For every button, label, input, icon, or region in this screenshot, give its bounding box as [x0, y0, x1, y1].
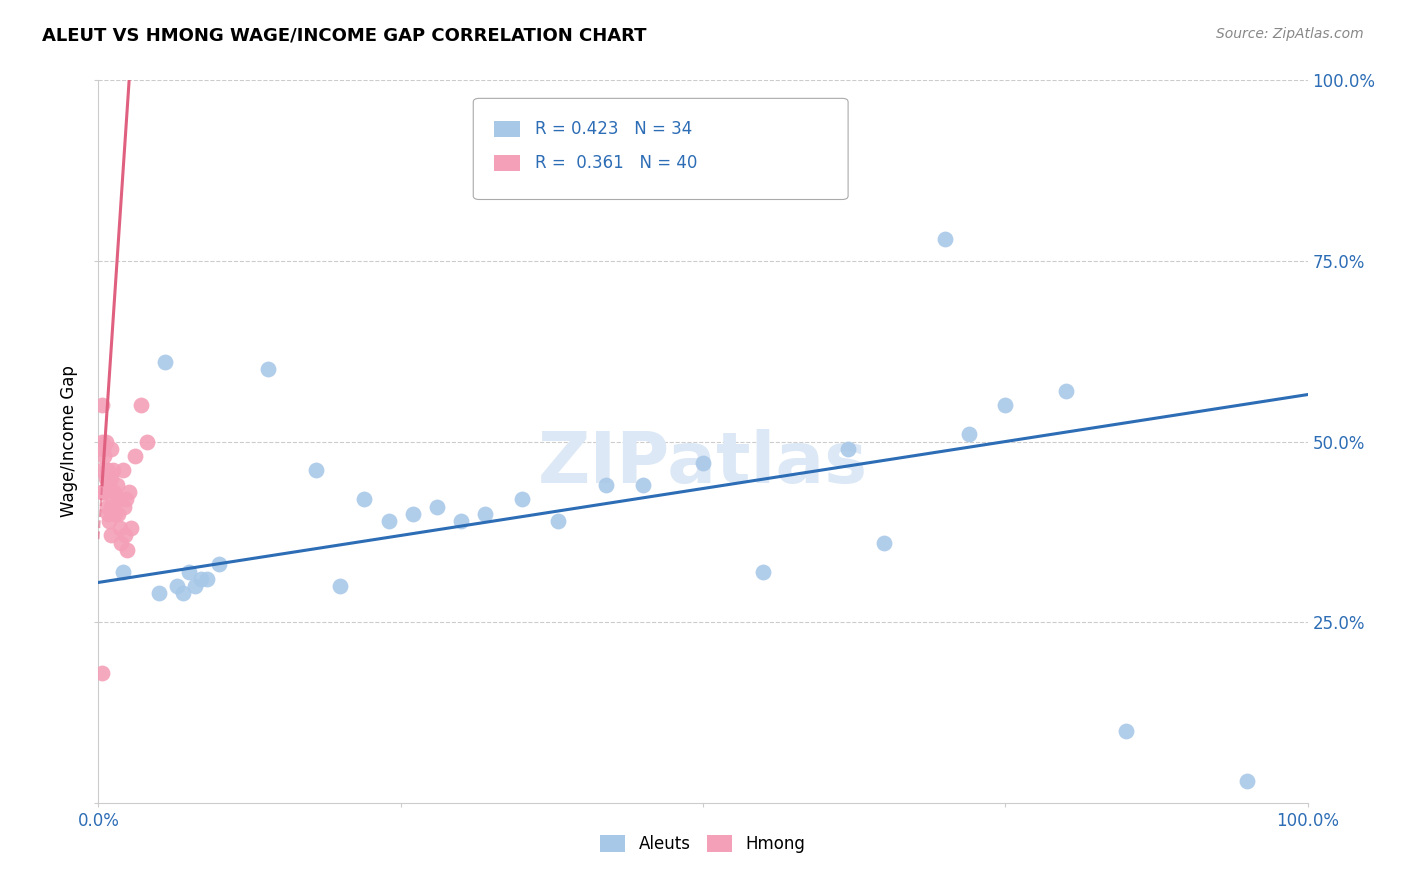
Point	[776, 167, 799, 181]
Point	[91, 434, 114, 449]
Point	[510, 492, 533, 507]
Point	[114, 528, 136, 542]
Point	[115, 492, 138, 507]
Point	[93, 485, 115, 500]
Point	[172, 586, 194, 600]
Point	[752, 565, 775, 579]
FancyBboxPatch shape	[494, 121, 520, 137]
Point	[837, 442, 859, 456]
Point	[1115, 723, 1137, 738]
Point	[474, 507, 496, 521]
Point	[135, 434, 157, 449]
Point	[94, 434, 117, 449]
Point	[101, 463, 124, 477]
Point	[91, 665, 114, 680]
Point	[100, 500, 122, 514]
Point	[148, 586, 170, 600]
Point	[124, 449, 146, 463]
Point	[595, 478, 617, 492]
Point	[256, 362, 278, 376]
Point	[101, 492, 124, 507]
Point	[129, 398, 152, 412]
Point	[110, 535, 132, 549]
Point	[179, 565, 201, 579]
Point	[111, 565, 134, 579]
Point	[97, 463, 120, 477]
Point	[118, 485, 141, 500]
Point	[994, 398, 1017, 412]
Point	[957, 427, 980, 442]
Point	[305, 463, 328, 477]
Text: Source: ZipAtlas.com: Source: ZipAtlas.com	[1216, 27, 1364, 41]
Point	[1054, 384, 1077, 398]
Point	[97, 507, 120, 521]
Point	[190, 572, 212, 586]
Point	[91, 398, 114, 412]
Point	[91, 463, 114, 477]
Point	[94, 470, 117, 484]
Text: ALEUT VS HMONG WAGE/INCOME GAP CORRELATION CHART: ALEUT VS HMONG WAGE/INCOME GAP CORRELATI…	[42, 27, 647, 45]
Point	[96, 463, 118, 477]
Point	[111, 463, 134, 477]
Point	[195, 572, 218, 586]
Point	[100, 442, 122, 456]
FancyBboxPatch shape	[474, 98, 848, 200]
Point	[103, 485, 125, 500]
Point	[108, 521, 131, 535]
Point	[402, 507, 425, 521]
Point	[426, 500, 449, 514]
Point	[153, 355, 176, 369]
Point	[377, 514, 399, 528]
Text: R =  0.361   N = 40: R = 0.361 N = 40	[534, 154, 697, 172]
Point	[104, 507, 127, 521]
Point	[208, 558, 231, 572]
Point	[547, 514, 569, 528]
Point	[117, 542, 139, 557]
Point	[450, 514, 472, 528]
Point	[96, 500, 118, 514]
Text: R = 0.423   N = 34: R = 0.423 N = 34	[534, 120, 692, 138]
Point	[692, 456, 714, 470]
Y-axis label: Wage/Income Gap: Wage/Income Gap	[60, 366, 79, 517]
Point	[631, 478, 654, 492]
Point	[112, 500, 135, 514]
Point	[166, 579, 188, 593]
Point	[329, 579, 352, 593]
Point	[120, 521, 142, 535]
Point	[184, 579, 207, 593]
Legend: Aleuts, Hmong: Aleuts, Hmong	[593, 828, 813, 860]
Point	[98, 478, 121, 492]
Point	[91, 442, 114, 456]
Text: ZIPatlas: ZIPatlas	[538, 429, 868, 498]
Point	[93, 449, 115, 463]
Point	[107, 507, 129, 521]
Point	[1236, 774, 1258, 789]
Point	[91, 485, 114, 500]
Point	[105, 478, 128, 492]
Point	[100, 470, 122, 484]
Point	[98, 514, 121, 528]
Point	[108, 492, 131, 507]
Point	[100, 528, 122, 542]
Point	[934, 232, 956, 246]
Point	[353, 492, 375, 507]
Point	[91, 485, 114, 500]
FancyBboxPatch shape	[494, 155, 520, 171]
Point	[873, 535, 896, 549]
